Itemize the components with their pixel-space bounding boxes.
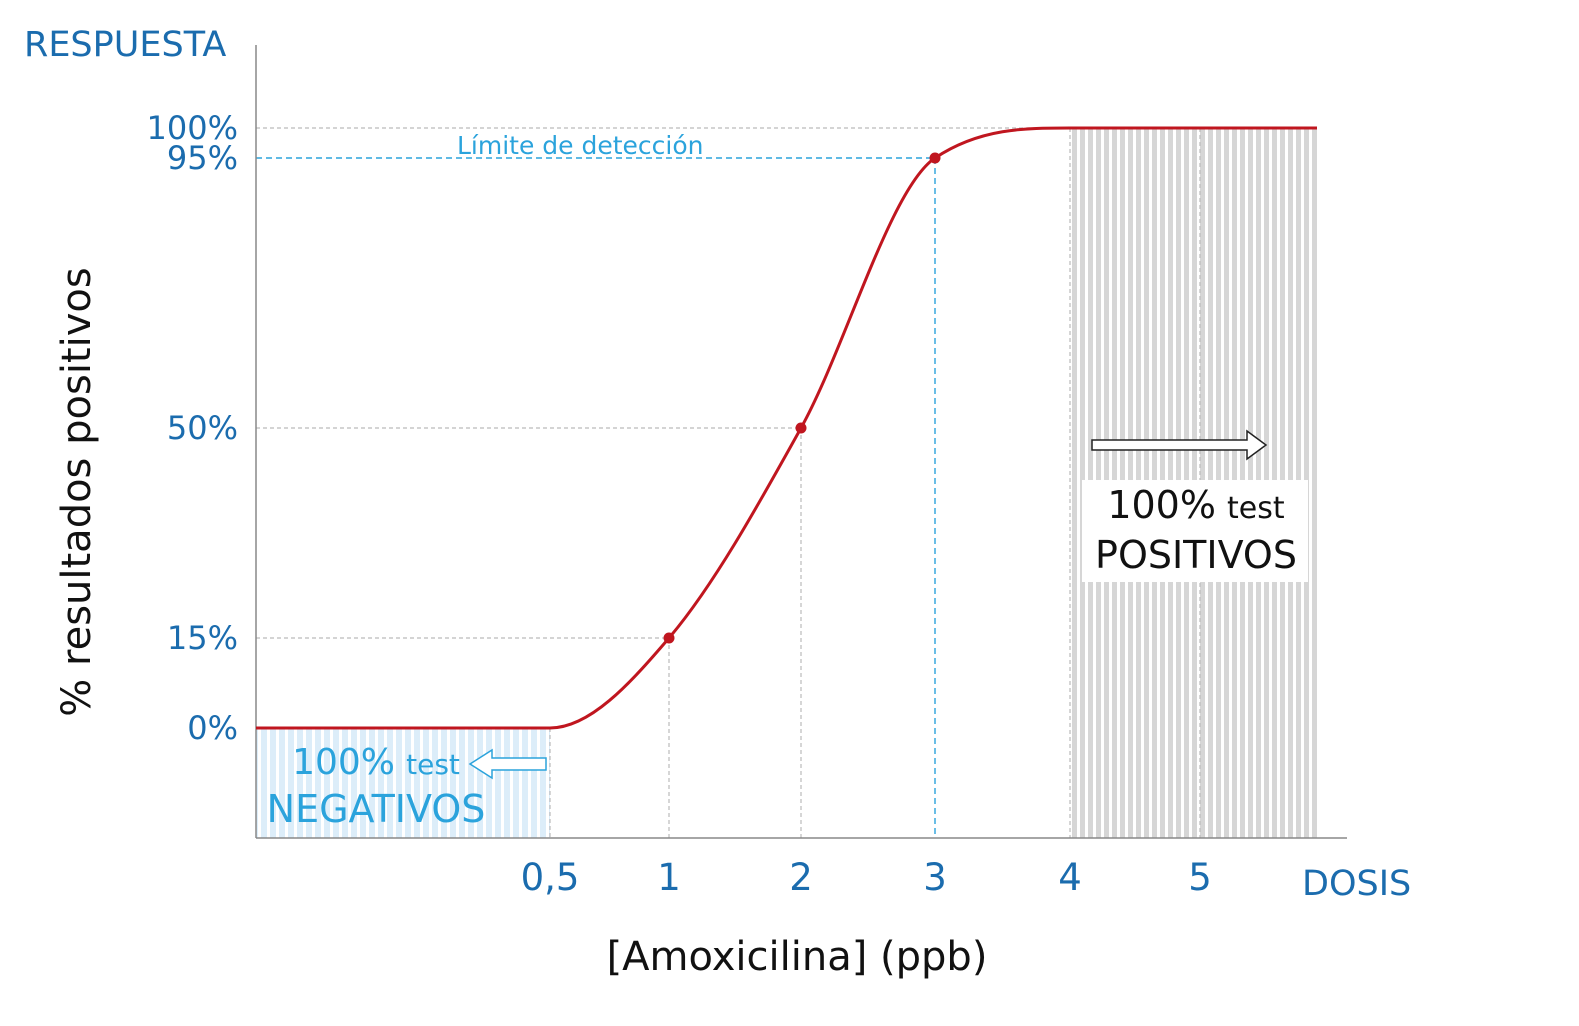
- x-tick-label: 5: [1188, 856, 1212, 899]
- y-tick-label: 0%: [187, 709, 238, 747]
- y-tick-label: 100%: [147, 109, 238, 147]
- x-axis-title: DOSIS: [1302, 864, 1411, 904]
- y-tick-label: 15%: [167, 619, 238, 657]
- x-tick-label: 0,5: [521, 856, 580, 899]
- x-tick-label: 2: [789, 856, 813, 899]
- x-tick-label: 1: [657, 856, 681, 899]
- positive-label-line1: 100% test: [1107, 483, 1285, 527]
- y-tick-label: 95%: [167, 139, 238, 177]
- detection-limit-label: Límite de detección: [457, 131, 704, 160]
- positive-label-box: [1082, 480, 1308, 582]
- arrow-right-icon: [1091, 429, 1268, 461]
- data-point: [795, 422, 807, 434]
- y-axis-title: RESPUESTA: [24, 25, 226, 65]
- negative-label-line1: 100% test: [292, 742, 460, 783]
- x-tick-label: 4: [1058, 856, 1082, 899]
- y-axis-label: % resultados positivos: [54, 267, 100, 716]
- arrow-left-icon: [468, 748, 547, 780]
- negative-label-line2: NEGATIVOS: [267, 787, 486, 831]
- y-tick-label: 50%: [167, 409, 238, 447]
- negative-region: [256, 728, 550, 838]
- x-tick-label: 3: [923, 856, 947, 899]
- data-point: [663, 632, 675, 644]
- positive-label-line2: POSITIVOS: [1095, 533, 1297, 577]
- data-point: [929, 152, 941, 164]
- x-axis-label: [Amoxicilina] (ppb): [607, 934, 988, 980]
